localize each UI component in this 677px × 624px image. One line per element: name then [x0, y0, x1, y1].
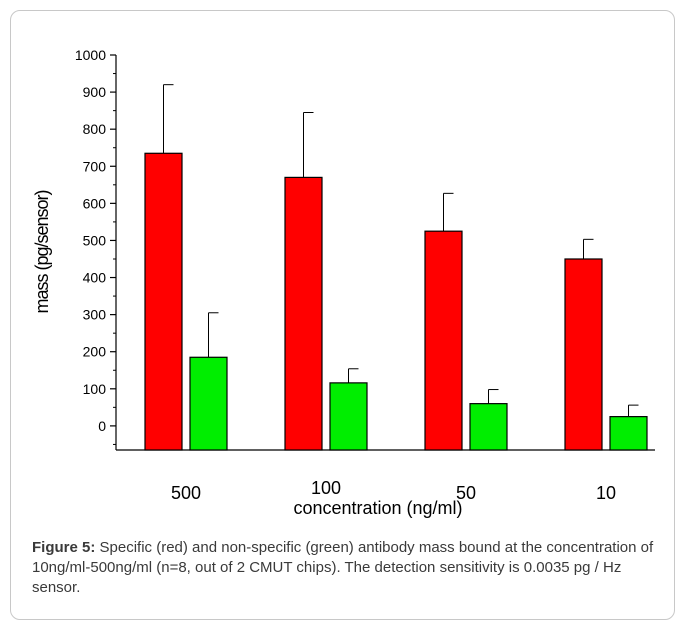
bar	[329, 382, 368, 451]
y-tick-label: 0	[98, 418, 106, 434]
figure-caption: Figure 5: Specific (red) and non-specifi…	[32, 538, 660, 598]
x-category-label: 500	[171, 483, 201, 503]
caption-label: Figure 5:	[32, 539, 96, 556]
bar	[424, 230, 463, 451]
y-tick-label: 400	[83, 270, 107, 286]
x-category-label: 100	[311, 478, 341, 498]
bar	[284, 176, 323, 451]
bar	[609, 416, 648, 451]
bar	[564, 258, 603, 451]
y-tick-label: 600	[83, 195, 107, 211]
x-category-label: 10	[596, 483, 616, 503]
bar	[144, 152, 183, 451]
y-tick-label: 800	[83, 121, 107, 137]
y-tick-label: 900	[83, 84, 107, 100]
y-axis: 0 100 200 300 400 500 600 700 800 900 1000	[75, 47, 117, 450]
bar	[469, 403, 508, 451]
y-tick-label: 1000	[75, 47, 106, 63]
y-axis-title: mass (pg/sensor)	[32, 190, 52, 313]
category-labels: 500 100 50 10	[171, 478, 616, 503]
x-axis-title: concentration (ng/ml)	[293, 498, 462, 518]
y-tick-label: 200	[83, 344, 107, 360]
bar	[189, 356, 228, 451]
y-tick-label: 700	[83, 158, 107, 174]
y-tick-label: 100	[83, 381, 107, 397]
figure-frame	[10, 10, 675, 620]
bars	[144, 84, 648, 451]
caption-text: Specific (red) and non-specific (green) …	[32, 539, 654, 596]
x-category-label: 50	[456, 483, 476, 503]
y-tick-label: 300	[83, 307, 107, 323]
y-tick-label: 500	[83, 232, 107, 248]
